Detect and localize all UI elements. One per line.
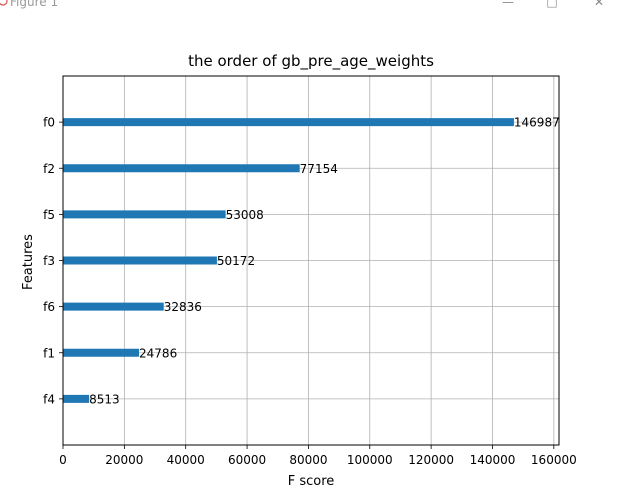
bar-f0 bbox=[63, 118, 514, 127]
x-tick-label: 80000 bbox=[289, 453, 327, 467]
y-tick-label: f0 bbox=[43, 116, 55, 130]
x-tick-label: 120000 bbox=[408, 453, 454, 467]
close-button[interactable]: ✕ bbox=[588, 0, 610, 10]
labels-layer: 8513 24786 32836 50172 53008 77154 146987 bbox=[89, 116, 560, 407]
bar-f1 bbox=[63, 348, 140, 357]
minimize-button[interactable]: — bbox=[497, 0, 519, 10]
x-tick-label: 160000 bbox=[531, 453, 577, 467]
data-label: 32836 bbox=[164, 300, 202, 314]
x-tick-label: 100000 bbox=[347, 453, 393, 467]
maximize-icon: □ bbox=[546, 0, 558, 9]
y-tick-label: f2 bbox=[43, 162, 55, 176]
x-tick-label: 0 bbox=[59, 453, 67, 467]
y-axis-label: Features bbox=[21, 234, 36, 290]
data-label: 24786 bbox=[139, 346, 177, 360]
window-title: Figure 1 bbox=[10, 0, 59, 9]
bar-f6 bbox=[63, 302, 164, 311]
ticks-layer: 0 20000 40000 60000 80000 100000 120000 140000 1… bbox=[43, 116, 577, 467]
x-axis-label: F score bbox=[288, 474, 335, 489]
data-label: 146987 bbox=[514, 116, 560, 130]
maximize-button[interactable]: □ bbox=[541, 0, 563, 10]
close-icon: ✕ bbox=[593, 0, 605, 9]
data-label: 53008 bbox=[226, 208, 264, 222]
y-tick-label: f3 bbox=[43, 254, 55, 268]
y-tick-label: f6 bbox=[43, 300, 55, 314]
bar-f5 bbox=[63, 210, 226, 219]
bar-f2 bbox=[63, 164, 300, 173]
minimize-icon: — bbox=[502, 0, 514, 9]
x-tick-label: 140000 bbox=[470, 453, 516, 467]
bar-f4 bbox=[63, 394, 90, 403]
data-label: 77154 bbox=[300, 162, 338, 176]
data-label: 50172 bbox=[217, 254, 255, 268]
y-tick-label: f5 bbox=[43, 208, 55, 222]
chart-title: the order of gb_pre_age_weights bbox=[188, 52, 434, 71]
bars-layer bbox=[63, 118, 514, 403]
y-tick-label: f1 bbox=[43, 346, 55, 360]
x-tick-label: 20000 bbox=[105, 453, 143, 467]
y-tick-label: f4 bbox=[43, 392, 55, 406]
data-label: 8513 bbox=[89, 392, 120, 406]
x-tick-label: 40000 bbox=[167, 453, 205, 467]
window-titlebar: Figure 1 — □ ✕ bbox=[0, 0, 618, 12]
figure-app-icon bbox=[0, 0, 8, 6]
x-tick-label: 60000 bbox=[228, 453, 266, 467]
bar-f3 bbox=[63, 256, 217, 265]
